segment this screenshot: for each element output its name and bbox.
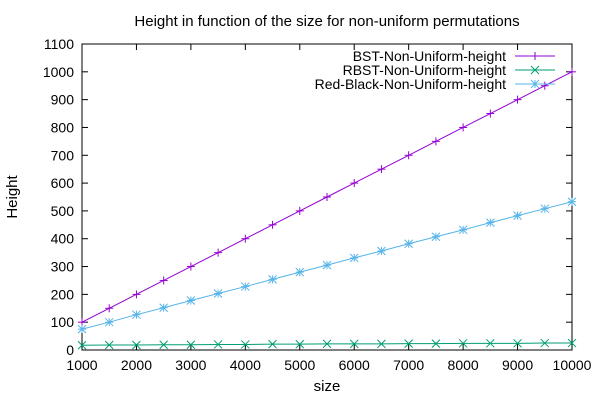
y-tick-label: 200 bbox=[51, 286, 75, 302]
data-point bbox=[104, 317, 114, 327]
data-point bbox=[431, 339, 441, 348]
y-tick-label: 1100 bbox=[44, 36, 74, 52]
data-point bbox=[322, 260, 332, 270]
data-point bbox=[268, 220, 277, 229]
data-point bbox=[213, 289, 223, 298]
series-0 bbox=[78, 67, 576, 327]
x-axis-label: size bbox=[314, 378, 341, 395]
legend-item: BST-Non-Uniform-height bbox=[353, 48, 555, 64]
legend-label: BST-Non-Uniform-height bbox=[353, 48, 506, 64]
data-point bbox=[513, 95, 522, 104]
data-point bbox=[404, 151, 413, 160]
y-tick-label: 500 bbox=[51, 203, 75, 219]
series-layer bbox=[77, 67, 577, 350]
data-point bbox=[377, 339, 386, 349]
legend-label: Red-Black-Non-Uniform-height bbox=[315, 76, 507, 92]
data-point bbox=[458, 338, 468, 348]
data-point bbox=[214, 248, 223, 257]
x-tick-label: 4000 bbox=[230, 357, 261, 373]
data-point bbox=[431, 232, 441, 242]
y-tick-label: 800 bbox=[51, 119, 75, 135]
data-point bbox=[241, 234, 250, 243]
series-2 bbox=[77, 197, 577, 334]
x-tick-label: 8000 bbox=[448, 357, 479, 373]
data-point bbox=[486, 109, 495, 118]
data-point bbox=[159, 340, 169, 350]
legend-marker bbox=[531, 52, 539, 60]
data-point bbox=[322, 339, 332, 349]
data-point bbox=[568, 67, 576, 76]
data-point bbox=[240, 282, 250, 291]
data-point bbox=[268, 339, 277, 349]
data-point bbox=[268, 274, 277, 284]
x-tick-label: 3000 bbox=[175, 357, 206, 373]
data-point bbox=[295, 267, 305, 277]
data-point bbox=[295, 339, 305, 349]
data-point bbox=[459, 123, 468, 132]
data-point bbox=[540, 204, 550, 214]
data-point bbox=[458, 225, 468, 235]
data-point bbox=[404, 239, 414, 249]
data-point bbox=[431, 137, 440, 146]
y-tick-label: 600 bbox=[51, 175, 75, 191]
plot-frame bbox=[81, 43, 573, 351]
data-point bbox=[404, 339, 414, 348]
data-point bbox=[104, 340, 114, 350]
data-point bbox=[132, 310, 141, 320]
data-point bbox=[295, 206, 304, 215]
y-tick-label: 1000 bbox=[43, 64, 74, 80]
legend-label: RBST-Non-Uniform-height bbox=[343, 62, 506, 78]
x-tick-label: 7000 bbox=[393, 357, 424, 373]
y-tick-label: 400 bbox=[51, 231, 75, 247]
data-point bbox=[132, 290, 141, 299]
legend-marker bbox=[530, 65, 540, 75]
data-point bbox=[540, 81, 549, 90]
legend-item: RBST-Non-Uniform-height bbox=[343, 62, 555, 78]
x-tick-label: 9000 bbox=[502, 357, 533, 373]
data-point bbox=[186, 296, 196, 305]
x-tick-label: 6000 bbox=[339, 357, 370, 373]
data-point bbox=[77, 340, 87, 350]
x-tick-label: 2000 bbox=[121, 357, 152, 373]
data-point bbox=[567, 197, 577, 207]
data-point bbox=[513, 211, 522, 220]
data-point bbox=[349, 339, 359, 349]
data-point bbox=[159, 276, 168, 285]
axis-ticks: 0 100 200 300 400 500 600 700 800 900 1000 1100 1000… bbox=[43, 36, 592, 373]
data-point bbox=[377, 246, 386, 256]
data-point bbox=[349, 253, 359, 263]
data-point bbox=[513, 338, 522, 348]
y-tick-label: 100 bbox=[51, 314, 75, 330]
y-tick-label: 300 bbox=[51, 259, 75, 275]
y-tick-label: 0 bbox=[66, 342, 74, 358]
data-point bbox=[78, 318, 86, 327]
data-point bbox=[105, 304, 114, 313]
x-tick-label: 10000 bbox=[553, 357, 592, 373]
legend-item: Red-Black-Non-Uniform-height bbox=[315, 76, 555, 92]
y-tick-label: 900 bbox=[51, 92, 75, 108]
data-point bbox=[240, 340, 250, 349]
data-point bbox=[159, 303, 169, 313]
legend: BST-Non-Uniform-heightRBST-Non-Uniform-h… bbox=[315, 48, 555, 92]
data-point bbox=[186, 262, 195, 271]
data-point bbox=[485, 338, 495, 348]
y-axis-label: Height bbox=[4, 174, 21, 218]
data-point bbox=[132, 340, 141, 350]
data-point bbox=[350, 179, 359, 188]
data-point bbox=[485, 218, 495, 227]
chart-title: Height in function of the size for non-u… bbox=[134, 13, 519, 30]
series-1 bbox=[77, 338, 577, 350]
data-point bbox=[540, 338, 550, 348]
x-tick-label: 5000 bbox=[284, 357, 315, 373]
data-point bbox=[213, 340, 223, 349]
x-tick-label: 1000 bbox=[66, 357, 97, 373]
data-point bbox=[377, 165, 386, 174]
y-tick-label: 700 bbox=[51, 147, 75, 163]
data-point bbox=[77, 324, 87, 334]
data-point bbox=[323, 193, 331, 201]
legend-marker bbox=[530, 79, 540, 89]
data-point bbox=[567, 338, 577, 348]
data-point bbox=[186, 340, 196, 350]
